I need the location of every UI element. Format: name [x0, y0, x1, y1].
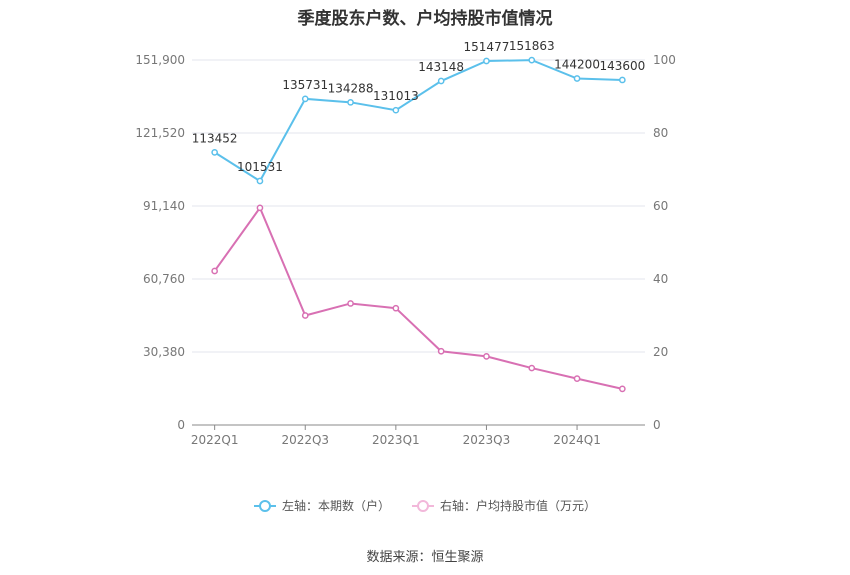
data-point-1 — [573, 375, 581, 382]
y-left-tick-label: 30,380 — [143, 345, 185, 359]
y-right-tick-label: 100 — [653, 53, 676, 67]
y-right-tick-label: 20 — [653, 345, 668, 359]
x-tick-label: 2022Q1 — [191, 433, 239, 447]
y-left-tick-label: 60,760 — [143, 272, 185, 286]
data-point-0 — [619, 76, 626, 84]
x-tick-label: 2022Q3 — [281, 433, 329, 447]
chart-title: 季度股东户数、户均持股市值情况 — [297, 9, 553, 29]
legend-label-households: 左轴：本期数（户） — [281, 499, 390, 513]
y-right-tick-label: 80 — [653, 126, 668, 140]
data-point-1 — [483, 353, 490, 360]
x-tick-label: 2023Q1 — [372, 433, 420, 447]
data-point-1 — [528, 364, 536, 372]
series-line-0 — [214, 59, 623, 183]
data-label: 143148 — [418, 60, 464, 74]
data-label: 101531 — [237, 160, 283, 174]
data-point-1 — [256, 204, 264, 212]
data-point-1 — [619, 385, 626, 393]
data-point-0 — [573, 75, 581, 82]
data-point-1 — [347, 300, 354, 307]
data-point-1 — [437, 347, 445, 355]
y-right-tick-label: 0 — [653, 418, 661, 432]
data-label: 131013 — [373, 89, 419, 103]
data-label: 143600 — [599, 59, 645, 73]
data-point-1 — [211, 267, 218, 275]
data-point-0 — [301, 95, 309, 103]
y-left-tick-label: 91,140 — [143, 199, 185, 213]
data-point-0 — [437, 77, 445, 85]
y-left-tick-label: 151,900 — [135, 53, 185, 67]
data-label: 135731 — [282, 78, 328, 92]
data-label: 151477 — [464, 40, 510, 54]
legend-item-households[interactable]: 左轴：本期数（户） — [253, 497, 390, 514]
y-right-tick-label: 60 — [653, 199, 668, 213]
data-source-note: 数据来源：恒生聚源 — [366, 550, 484, 565]
data-point-0 — [256, 177, 264, 185]
data-label: 151863 — [509, 39, 555, 53]
data-point-0 — [347, 98, 354, 106]
data-point-0 — [483, 57, 490, 65]
series-line-1 — [213, 205, 623, 390]
data-point-1 — [392, 304, 400, 312]
legend: 左轴：本期数（户） 右轴：户均持股市值（万元） — [0, 497, 850, 514]
y-right-tick-label: 40 — [653, 272, 668, 286]
data-point-0 — [211, 149, 218, 156]
legend-swatch-households — [253, 499, 276, 513]
legend-label-market-value: 右轴：户均持股市值（万元） — [440, 499, 597, 513]
data-label: 113452 — [192, 131, 238, 145]
x-tick-label: 2023Q3 — [463, 433, 511, 447]
data-point-0 — [528, 56, 536, 64]
y-left-tick-label: 121,520 — [135, 126, 185, 140]
x-tick-label: 2024Q1 — [553, 433, 601, 447]
data-point-1 — [301, 312, 309, 319]
y-left-tick-label: 0 — [177, 418, 185, 432]
data-point-0 — [392, 106, 400, 114]
legend-item-market-value[interactable]: 右轴：户均持股市值（万元） — [412, 497, 596, 514]
data-label: 134288 — [328, 81, 374, 95]
legend-swatch-market-value — [412, 499, 434, 513]
data-label: 144200 — [554, 58, 600, 72]
